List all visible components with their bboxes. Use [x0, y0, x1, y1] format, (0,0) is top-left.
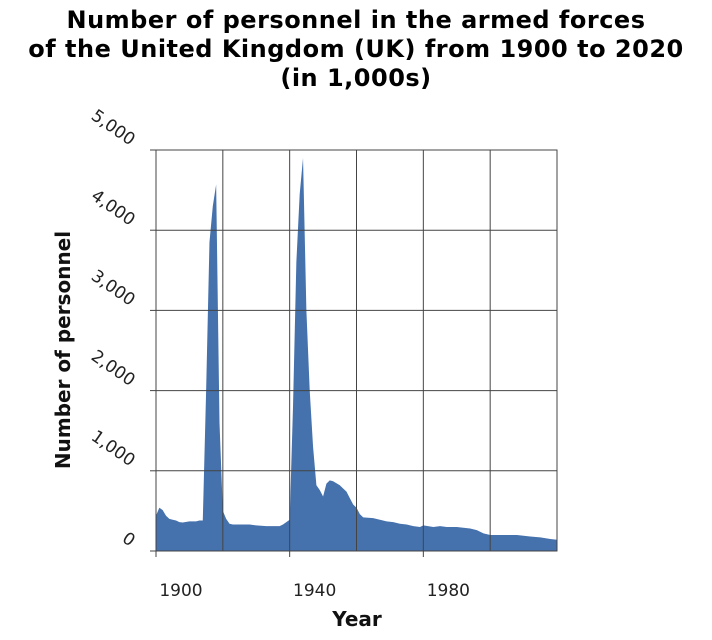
x-tick-label: 1980: [427, 581, 470, 601]
x-tick-label: 1940: [293, 581, 336, 601]
y-tick-label: 3,000: [87, 266, 138, 310]
y-tick-label: 2,000: [87, 346, 138, 390]
chart-title: Number of personnel in the armed forces …: [28, 6, 684, 92]
y-tick-label: 1,000: [87, 427, 138, 471]
x-tick-label: 1900: [159, 581, 202, 601]
y-axis-title: Number of personnel: [51, 231, 75, 469]
y-tick-label: 5,000: [87, 106, 138, 150]
x-axis-title: Year: [331, 607, 382, 631]
y-tick-label: 0: [118, 529, 138, 552]
y-tick-label: 4,000: [87, 186, 138, 230]
